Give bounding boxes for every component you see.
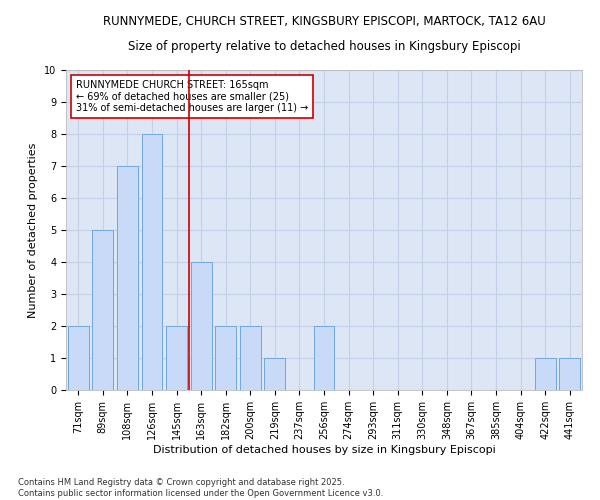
Bar [117, 166, 138, 390]
Text: Size of property relative to detached houses in Kingsbury Episcopi: Size of property relative to detached ho… [128, 40, 520, 53]
Text: RUNNYMEDE CHURCH STREET: 165sqm
← 69% of detached houses are smaller (25)
31% of: RUNNYMEDE CHURCH STREET: 165sqm ← 69% of… [76, 80, 308, 113]
Bar [559, 358, 580, 390]
X-axis label: Distribution of detached houses by size in Kingsbury Episcopi: Distribution of detached houses by size … [152, 444, 496, 454]
Bar [92, 230, 113, 390]
Bar [314, 326, 334, 390]
Bar [191, 262, 212, 390]
Bar [215, 326, 236, 390]
Bar [265, 358, 286, 390]
Y-axis label: Number of detached properties: Number of detached properties [28, 142, 38, 318]
Bar [166, 326, 187, 390]
Text: Contains HM Land Registry data © Crown copyright and database right 2025.
Contai: Contains HM Land Registry data © Crown c… [18, 478, 383, 498]
Bar [142, 134, 163, 390]
Text: RUNNYMEDE, CHURCH STREET, KINGSBURY EPISCOPI, MARTOCK, TA12 6AU: RUNNYMEDE, CHURCH STREET, KINGSBURY EPIS… [103, 15, 545, 28]
Bar [535, 358, 556, 390]
Bar [68, 326, 89, 390]
Bar [240, 326, 261, 390]
